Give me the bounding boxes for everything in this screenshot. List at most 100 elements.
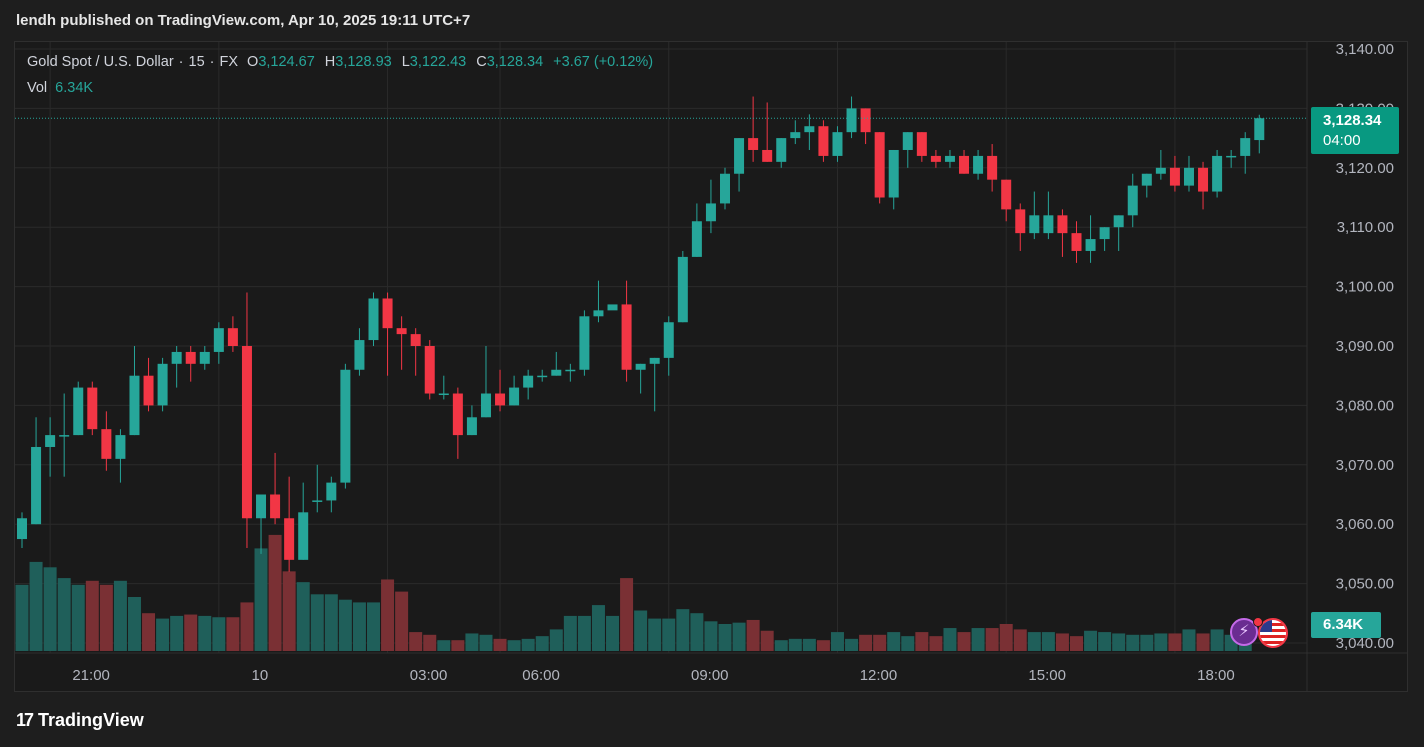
volume-bar	[409, 632, 423, 651]
volume-bar	[493, 638, 507, 651]
candle-body	[129, 375, 140, 436]
volume-bar	[957, 632, 971, 651]
volume-bar	[746, 619, 760, 651]
volume-bar	[577, 615, 591, 651]
volume-bar	[451, 640, 465, 651]
volume-bar	[367, 602, 380, 651]
grid-lines	[15, 42, 1408, 692]
candle-body	[185, 351, 196, 364]
candle-body	[944, 155, 955, 162]
candle-body	[256, 494, 267, 519]
volume-bar	[198, 615, 212, 651]
candle-body	[762, 149, 773, 162]
candle-body	[959, 155, 970, 174]
volume-bar	[395, 591, 409, 651]
candle-body	[1155, 167, 1166, 174]
volume-bar	[704, 621, 718, 651]
volume-bar	[760, 630, 774, 651]
volume-bar	[71, 584, 85, 651]
candle-body	[1113, 215, 1124, 228]
symbol-name[interactable]: Gold Spot / U.S. Dollar	[27, 54, 174, 70]
footer-brand[interactable]: 17 TradingView	[16, 710, 144, 731]
volume-bar	[99, 584, 113, 651]
candle-body	[551, 369, 562, 376]
candle-body	[537, 375, 548, 378]
candle-body	[227, 328, 238, 346]
candle-body	[705, 203, 716, 222]
candle-body	[1071, 233, 1082, 251]
volume-bar	[591, 605, 605, 651]
x-tick-label: 18:00	[1197, 667, 1235, 684]
candle-body	[1183, 167, 1194, 186]
x-tick-label: 21:00	[72, 667, 110, 684]
us-flag-event-icon[interactable]	[1258, 618, 1288, 648]
change-value: +3.67 (+0.12%)	[553, 54, 654, 70]
candle-body	[902, 132, 913, 150]
candle-body	[1240, 138, 1251, 156]
candle-body	[495, 393, 506, 406]
y-tick-label: 3,060.00	[1336, 516, 1394, 533]
event-alert-dot	[1253, 617, 1263, 627]
x-tick-label: 09:00	[691, 667, 729, 684]
candle-body	[677, 256, 688, 323]
volume-bar	[1013, 629, 1027, 651]
volume-bar	[563, 615, 577, 651]
volume-bar	[142, 613, 156, 651]
candle-body	[509, 387, 520, 406]
volume-label[interactable]: Vol	[27, 80, 48, 96]
y-tick-label: 3,140.00	[1336, 41, 1394, 58]
candle-body	[860, 108, 871, 133]
volume-bar	[507, 640, 521, 651]
last-price-tag: 3,128.34 04:00	[1311, 107, 1399, 154]
candle-body	[213, 328, 224, 352]
high-key: H	[324, 54, 336, 70]
volume-bar	[29, 561, 43, 651]
volume-bar	[437, 640, 451, 651]
candle-body	[270, 494, 281, 519]
volume-bar	[282, 571, 296, 651]
volume-bar	[254, 548, 268, 651]
candle-body	[846, 108, 857, 133]
candle-body	[691, 221, 702, 257]
volume-bar	[634, 610, 648, 651]
volume-bar	[859, 634, 873, 651]
x-tick-label: 10	[251, 667, 268, 684]
volume-bar	[1041, 632, 1055, 651]
candle-body	[73, 387, 84, 436]
volume-bar	[423, 634, 437, 651]
volume-bar	[648, 618, 662, 651]
candle-body	[790, 132, 801, 139]
volume-bar	[1140, 634, 1154, 651]
brand-name: TradingView	[38, 710, 144, 730]
volume-bar	[1210, 629, 1224, 651]
volume-bar	[845, 638, 859, 651]
event-markers[interactable]: ⚡	[1230, 617, 1292, 649]
candle-body	[1254, 118, 1265, 141]
candle-body	[298, 512, 309, 560]
candle-body	[874, 132, 885, 198]
candle-body	[424, 346, 435, 394]
candle-body	[523, 375, 534, 388]
candle-body	[101, 429, 112, 459]
candle-body	[804, 126, 815, 133]
candle-body	[17, 518, 27, 540]
volume-bar	[732, 622, 746, 651]
y-tick-label: 3,110.00	[1337, 219, 1394, 236]
volume-bar	[1084, 630, 1098, 651]
volume-bar	[830, 632, 844, 651]
candle-body	[1226, 155, 1237, 158]
volume-bar	[943, 628, 957, 651]
volume-bar	[1196, 633, 1210, 651]
candle-body	[115, 435, 126, 459]
volume-bar	[1182, 629, 1196, 651]
last-price-value: 3,128.34	[1323, 112, 1382, 129]
volume-bar	[549, 629, 563, 651]
candle-body	[1212, 155, 1223, 192]
y-tick-label: 3,120.00	[1336, 160, 1394, 177]
bar-countdown: 04:00	[1323, 132, 1361, 149]
volume-bar	[535, 636, 549, 651]
volume-bar	[113, 580, 127, 651]
candle-body	[916, 132, 927, 156]
candle-body	[607, 304, 618, 311]
